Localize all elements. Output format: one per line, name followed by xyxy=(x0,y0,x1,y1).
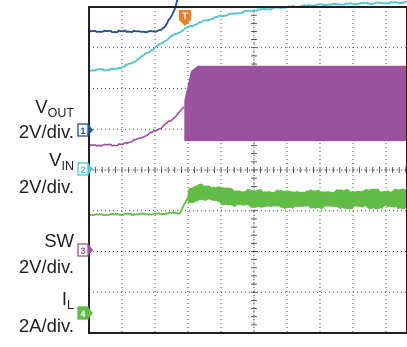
channel-name: VIN xyxy=(49,149,74,173)
channel-3-marker: 3 xyxy=(77,243,93,257)
il-ripple-band xyxy=(187,183,407,210)
channel-4-marker: 4 xyxy=(77,306,93,320)
channel-scale: 2V/div. xyxy=(19,121,74,142)
marker-arrow xyxy=(88,307,93,319)
trace-layer xyxy=(88,0,407,217)
channel-name-main: V xyxy=(49,149,62,170)
channel-name: IL xyxy=(62,288,74,312)
marker-arrow xyxy=(88,244,93,256)
marker-number: 4 xyxy=(80,309,85,319)
trigger-marker-label: T xyxy=(182,11,188,21)
channel-1-marker: 1 xyxy=(77,123,93,137)
channel-4-label: IL 2A/div. xyxy=(19,288,74,336)
trace-ch1 xyxy=(88,0,179,34)
channel-name-main: SW xyxy=(44,230,74,251)
channel-scale: 2V/div. xyxy=(19,176,74,197)
trace-line xyxy=(88,0,179,34)
channel-2-marker: 2 xyxy=(77,162,93,176)
trace-line xyxy=(89,0,407,72)
marker-arrow xyxy=(88,124,93,136)
trace-ch2 xyxy=(89,0,407,72)
channel-name-main: I xyxy=(62,288,67,309)
channel-scale: 2A/div. xyxy=(19,315,74,336)
channel-2-label: VIN 2V/div. xyxy=(19,149,74,197)
channel-name-sub: IN xyxy=(62,159,75,173)
channel-markers: 1 2 3 4 xyxy=(77,123,93,320)
graticule xyxy=(89,7,407,333)
marker-number: 3 xyxy=(80,246,85,256)
channel-name: VOUT xyxy=(35,96,74,120)
marker-arrow xyxy=(88,163,93,175)
sw-switching-envelope xyxy=(184,65,407,142)
marker-number: 2 xyxy=(80,165,85,175)
trace-ch3 xyxy=(88,65,407,147)
channel-name-sub: OUT xyxy=(48,106,75,120)
channel-name-sub: L xyxy=(67,298,74,312)
marker-number: 1 xyxy=(80,126,85,136)
channel-scale: 2V/div. xyxy=(19,256,74,277)
trigger-marker: T xyxy=(179,10,191,26)
trace-ch4 xyxy=(88,183,407,217)
sw-leading-edge xyxy=(88,106,185,147)
channel-name-main: V xyxy=(35,96,48,117)
trigger-marker-shape xyxy=(179,10,191,26)
channel-3-label: SW 2V/div. xyxy=(19,230,75,277)
channel-name: SW xyxy=(44,230,74,251)
